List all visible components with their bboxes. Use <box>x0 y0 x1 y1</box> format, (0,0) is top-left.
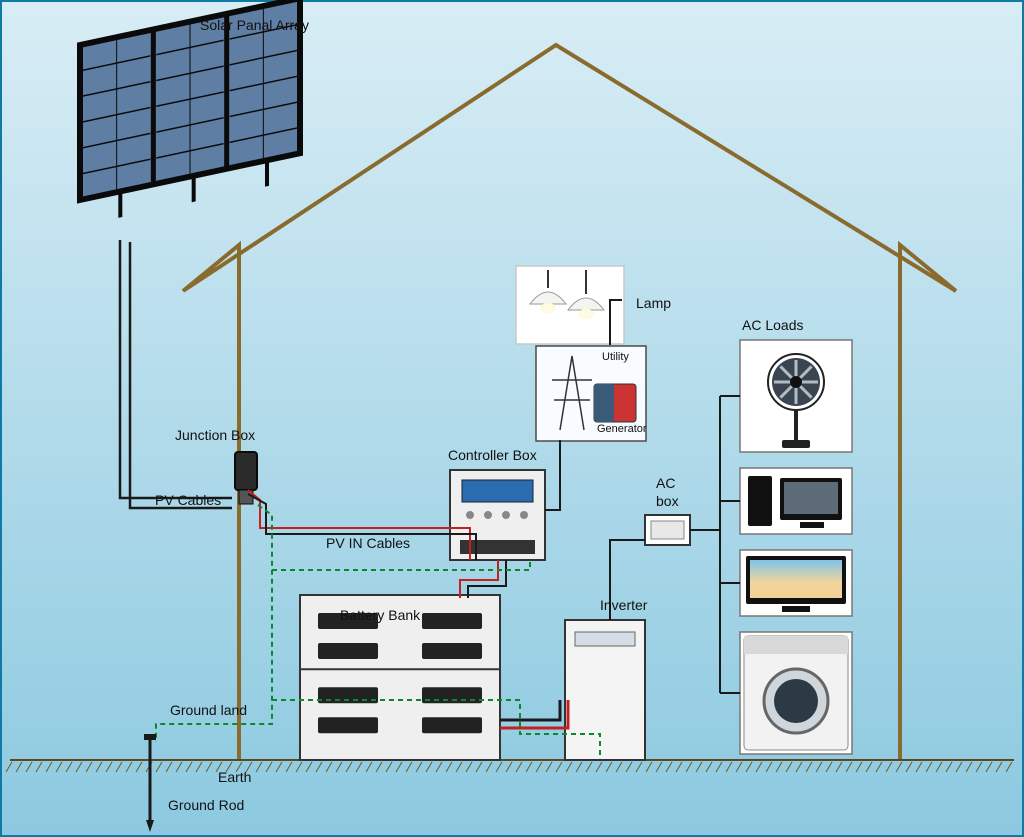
label-ac_box_2: box <box>656 493 679 509</box>
label-earth: Earth <box>218 769 251 785</box>
label-generator: Generator <box>597 423 647 435</box>
label-lamp: Lamp <box>636 295 671 311</box>
label-pv_cables: PV Cables <box>155 492 221 508</box>
label-inverter: Inverter <box>600 597 648 613</box>
label-ac_loads: AC Loads <box>742 317 803 333</box>
lamp-box <box>516 266 624 344</box>
label-controller_box: Controller Box <box>448 447 537 463</box>
label-battery_bank: Battery Bank <box>340 607 421 623</box>
inverter <box>565 620 645 760</box>
load-tv <box>740 550 852 616</box>
load-fan <box>740 340 852 452</box>
label-ground_land: Ground land <box>170 702 247 718</box>
label-ground_rod: Ground Rod <box>168 797 244 813</box>
load-pc <box>740 468 852 534</box>
load-washer <box>740 632 852 754</box>
controller-box <box>450 470 545 560</box>
label-utility: Utility <box>602 351 629 363</box>
ac-box <box>645 515 690 545</box>
label-junction_box: Junction Box <box>175 427 255 443</box>
label-solar_array: Solar Panal Array <box>200 17 309 33</box>
label-ac_box_1: AC <box>656 475 675 491</box>
label-pv_in_cables: PV IN Cables <box>326 535 410 551</box>
